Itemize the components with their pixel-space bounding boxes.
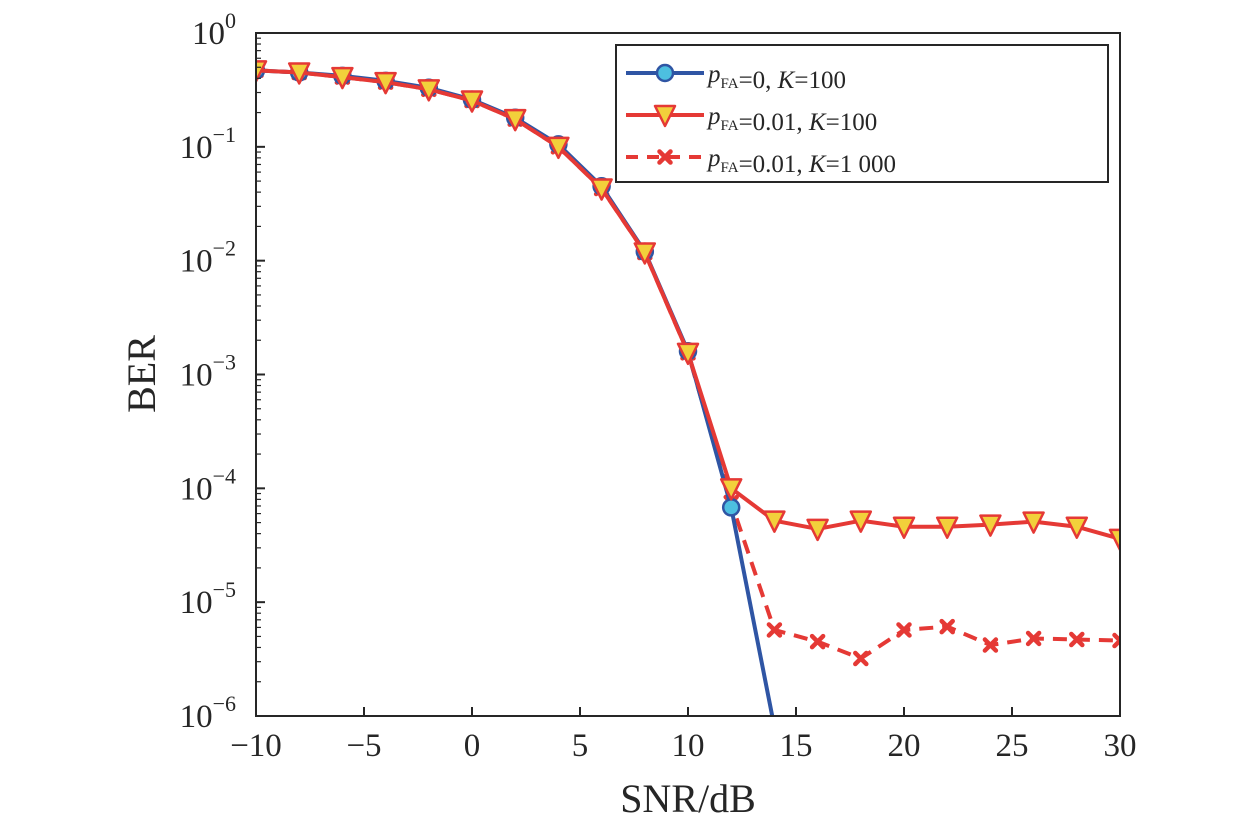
y-tick-label: 10−6 xyxy=(180,691,236,735)
axes-layer: −10 −5 0 5 10 15 20 25 30 100 10−1 10−2 10−3 10−4 10−5… xyxy=(180,8,1137,764)
x-tick-label: 25 xyxy=(996,728,1029,764)
x-axis-label: SNR/dB xyxy=(620,776,756,821)
series-2-point xyxy=(719,478,743,501)
y-tick-label: 100 xyxy=(192,8,236,52)
series-layer xyxy=(256,60,1120,716)
x-tick-label: 30 xyxy=(1104,728,1137,764)
y-tick-label: 10−5 xyxy=(180,577,236,621)
legend-entry-3: pFA=0.01, K=1 000 xyxy=(626,145,896,178)
y-tick-label: 10−2 xyxy=(180,236,236,280)
series-2-point xyxy=(417,79,441,102)
series-2-point xyxy=(849,510,873,533)
series-2-point xyxy=(806,518,829,542)
series-2-point xyxy=(287,62,311,85)
y-tick-label: 10−4 xyxy=(180,463,236,507)
legend-label: pFA=0, K=100 xyxy=(706,61,846,94)
legend-label: pFA=0.01, K=1 000 xyxy=(706,145,896,178)
series-2-point xyxy=(892,516,916,539)
series-3-point xyxy=(982,637,999,653)
x-tick-label: −5 xyxy=(346,728,381,764)
y-axis-label: BER xyxy=(119,335,164,413)
series-3-point xyxy=(896,622,912,638)
y-tick-label: 10−3 xyxy=(180,350,236,394)
series-3-point xyxy=(1069,631,1085,648)
legend-marker xyxy=(657,149,673,165)
series-2-point xyxy=(763,510,786,533)
legend-marker xyxy=(653,104,677,128)
legend-label: pFA=0.01, K=100 xyxy=(706,103,877,136)
legend-entry-2: pFA=0.01, K=100 xyxy=(626,103,877,136)
y-tick-label: 10−1 xyxy=(180,122,236,166)
x-tick-label: −10 xyxy=(230,728,282,764)
x-tick-label: 15 xyxy=(780,728,813,764)
series-2-point xyxy=(1108,528,1120,552)
series-3-point xyxy=(1025,630,1042,647)
series-3-point xyxy=(1112,632,1120,649)
series-2-point xyxy=(1022,511,1045,534)
series-2-point xyxy=(935,516,959,539)
series-1-point xyxy=(721,498,741,517)
x-tick-label: 5 xyxy=(572,728,589,764)
series-2-point xyxy=(503,108,527,132)
x-tick-label: 20 xyxy=(888,728,921,764)
series-3-point xyxy=(939,618,955,635)
series-2-point xyxy=(374,71,397,95)
series-2-point xyxy=(633,242,657,265)
series-3-point xyxy=(766,622,783,638)
series-2-point xyxy=(676,342,700,366)
series-3-point xyxy=(809,633,826,650)
series-2-point xyxy=(547,136,570,160)
series-2-point xyxy=(460,90,484,113)
series-3-point xyxy=(853,650,869,667)
x-tick-label: 0 xyxy=(464,728,481,764)
series-2-point xyxy=(256,60,268,83)
series-2 xyxy=(256,60,1120,552)
x-tick-label: 10 xyxy=(672,728,705,764)
series-2-point xyxy=(1065,516,1089,539)
legend-marker xyxy=(655,63,675,83)
legend: pFA=0, K=100 pFA=0.01, K=100 pFA=0.01, K=1… xyxy=(615,44,1109,183)
series-2-point xyxy=(331,66,354,90)
series-2-point xyxy=(590,178,613,201)
series-2-point xyxy=(979,514,1002,537)
legend-entry-1: pFA=0, K=100 xyxy=(626,61,846,94)
